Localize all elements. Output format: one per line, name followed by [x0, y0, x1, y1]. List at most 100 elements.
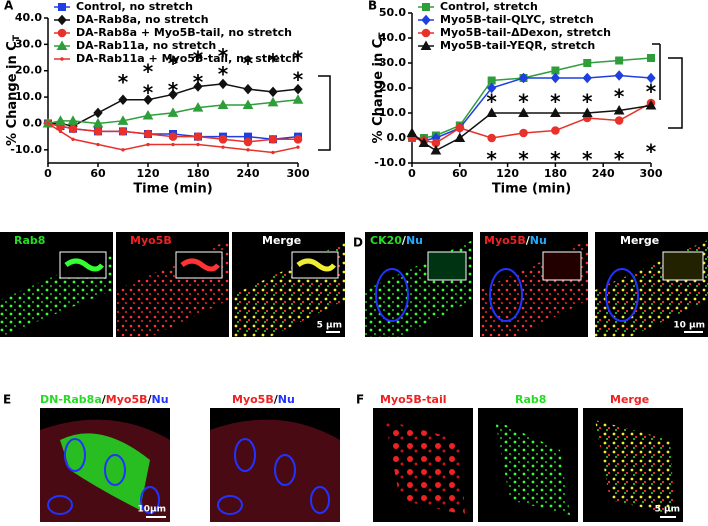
x-tick-label: 240	[592, 167, 615, 180]
channel-label: Merge	[262, 234, 301, 247]
inset	[662, 251, 704, 281]
legend-label: DA-Rab11a + Myo5B-tail, no stretch	[76, 52, 300, 65]
significance-mark: *	[193, 70, 204, 94]
marker	[518, 72, 529, 84]
legend-marker	[56, 40, 68, 50]
series-line	[411, 102, 652, 144]
marker	[242, 99, 254, 109]
inset	[427, 251, 467, 281]
marker	[615, 56, 624, 65]
channel-label: CK20/Nu	[370, 234, 423, 247]
scale-label: 10μm	[137, 505, 166, 515]
panel-c: C Rab8 Myo5B Merge 5 µm	[0, 232, 345, 337]
panel-letter: D	[353, 236, 363, 250]
nuclei	[47, 438, 330, 515]
significance-mark: *	[168, 52, 179, 76]
legend-label: Myo5B-tail-QLYC, stretch	[440, 13, 594, 26]
marker	[406, 127, 418, 137]
legend-marker	[420, 40, 432, 50]
x-tick-label: 60	[452, 167, 468, 180]
significance-mark: *	[168, 78, 179, 102]
y-tick-label: 0.0	[387, 131, 407, 144]
marker	[193, 132, 203, 141]
legend-label: Myo5B-tail-ΔDexon, stretch	[440, 26, 611, 39]
marker	[614, 116, 624, 125]
marker	[55, 115, 66, 125]
marker	[292, 94, 304, 104]
panel-f: F Myo5B-tail Rab8 Merge 5 µm	[356, 393, 683, 522]
marker	[243, 83, 253, 95]
significance-mark: *	[550, 147, 561, 171]
y-tick-label: 0.0	[23, 116, 43, 129]
series-line	[411, 74, 652, 142]
marker	[455, 123, 465, 133]
nucleus	[375, 268, 409, 322]
marker	[196, 142, 200, 147]
channel-label: Myo5B/Nu	[232, 393, 295, 406]
significance-mark: *	[218, 62, 229, 86]
nucleus	[489, 268, 523, 322]
legend-label: DA-Rab8a, no stretch	[76, 13, 209, 26]
chart-b: B -10.0 0.0 10.0 20.0 30.0 40.0 50.0 0 60 120 180 24…	[368, 0, 663, 197]
marker	[293, 83, 303, 95]
marker	[550, 107, 561, 117]
marker	[93, 107, 103, 119]
significance-mark: *	[614, 85, 625, 109]
panel-letter: E	[3, 393, 11, 407]
x-tick-label: 180	[544, 167, 567, 180]
marker	[192, 102, 204, 112]
y-axis-label: % Change in CT	[371, 32, 388, 144]
y-tick-label: -10.0	[10, 143, 42, 156]
marker	[142, 110, 154, 120]
channel-label: DN-Rab8a/Myo5B/Nu	[40, 393, 169, 406]
x-tick-label: 180	[187, 167, 210, 180]
legend-marker	[421, 14, 431, 26]
inset	[542, 251, 582, 281]
legend-marker	[57, 14, 67, 26]
marker	[647, 54, 655, 62]
x-tick-label: 60	[90, 167, 106, 180]
tissue	[495, 420, 570, 515]
nucleus	[605, 268, 639, 322]
channel-label: Merge	[620, 234, 659, 247]
scale-label: 5 µm	[655, 505, 680, 515]
series-line	[411, 104, 652, 152]
marker	[68, 124, 78, 134]
y-tick-label: 20.0	[379, 81, 406, 94]
x-axis-label: Time (min)	[492, 182, 571, 197]
series-line	[412, 57, 652, 139]
significance-mark: *	[218, 44, 229, 68]
marker	[167, 107, 179, 117]
marker	[454, 132, 466, 142]
y-axis-label-sub: T	[12, 34, 22, 41]
marker	[293, 134, 303, 144]
panel-d: D CK20/Nu Myo5B/Nu Merge 10 µm	[353, 232, 708, 337]
marker	[486, 82, 497, 94]
marker	[96, 142, 100, 147]
y-tick-label: 40.0	[379, 31, 406, 44]
y-tick-label: 30.0	[15, 37, 42, 50]
legend-marker	[60, 57, 64, 61]
marker	[268, 134, 278, 144]
scale-label: 5 µm	[317, 321, 342, 331]
x-tick-label: 0	[408, 167, 416, 180]
marker	[614, 70, 624, 81]
panel-letter: F	[356, 393, 364, 407]
legend-label: DA-Rab11a, no stretch	[76, 39, 216, 52]
y-tick-label: 20.0	[15, 64, 42, 77]
series-line	[47, 122, 299, 154]
marker	[550, 72, 561, 84]
significance-mark: *	[582, 147, 593, 171]
y-tick-label: -10.0	[374, 156, 406, 169]
legend-marker	[58, 3, 66, 11]
marker	[243, 137, 253, 147]
marker	[645, 99, 657, 110]
y-tick-label: 30.0	[379, 56, 406, 69]
marker	[168, 132, 178, 141]
significance-mark: *	[550, 90, 561, 114]
marker	[519, 128, 528, 138]
panel-letter: A	[4, 0, 14, 13]
marker	[267, 96, 279, 107]
legend-label: Control, no stretch	[76, 0, 193, 13]
y-tick-label: 10.0	[15, 90, 42, 103]
